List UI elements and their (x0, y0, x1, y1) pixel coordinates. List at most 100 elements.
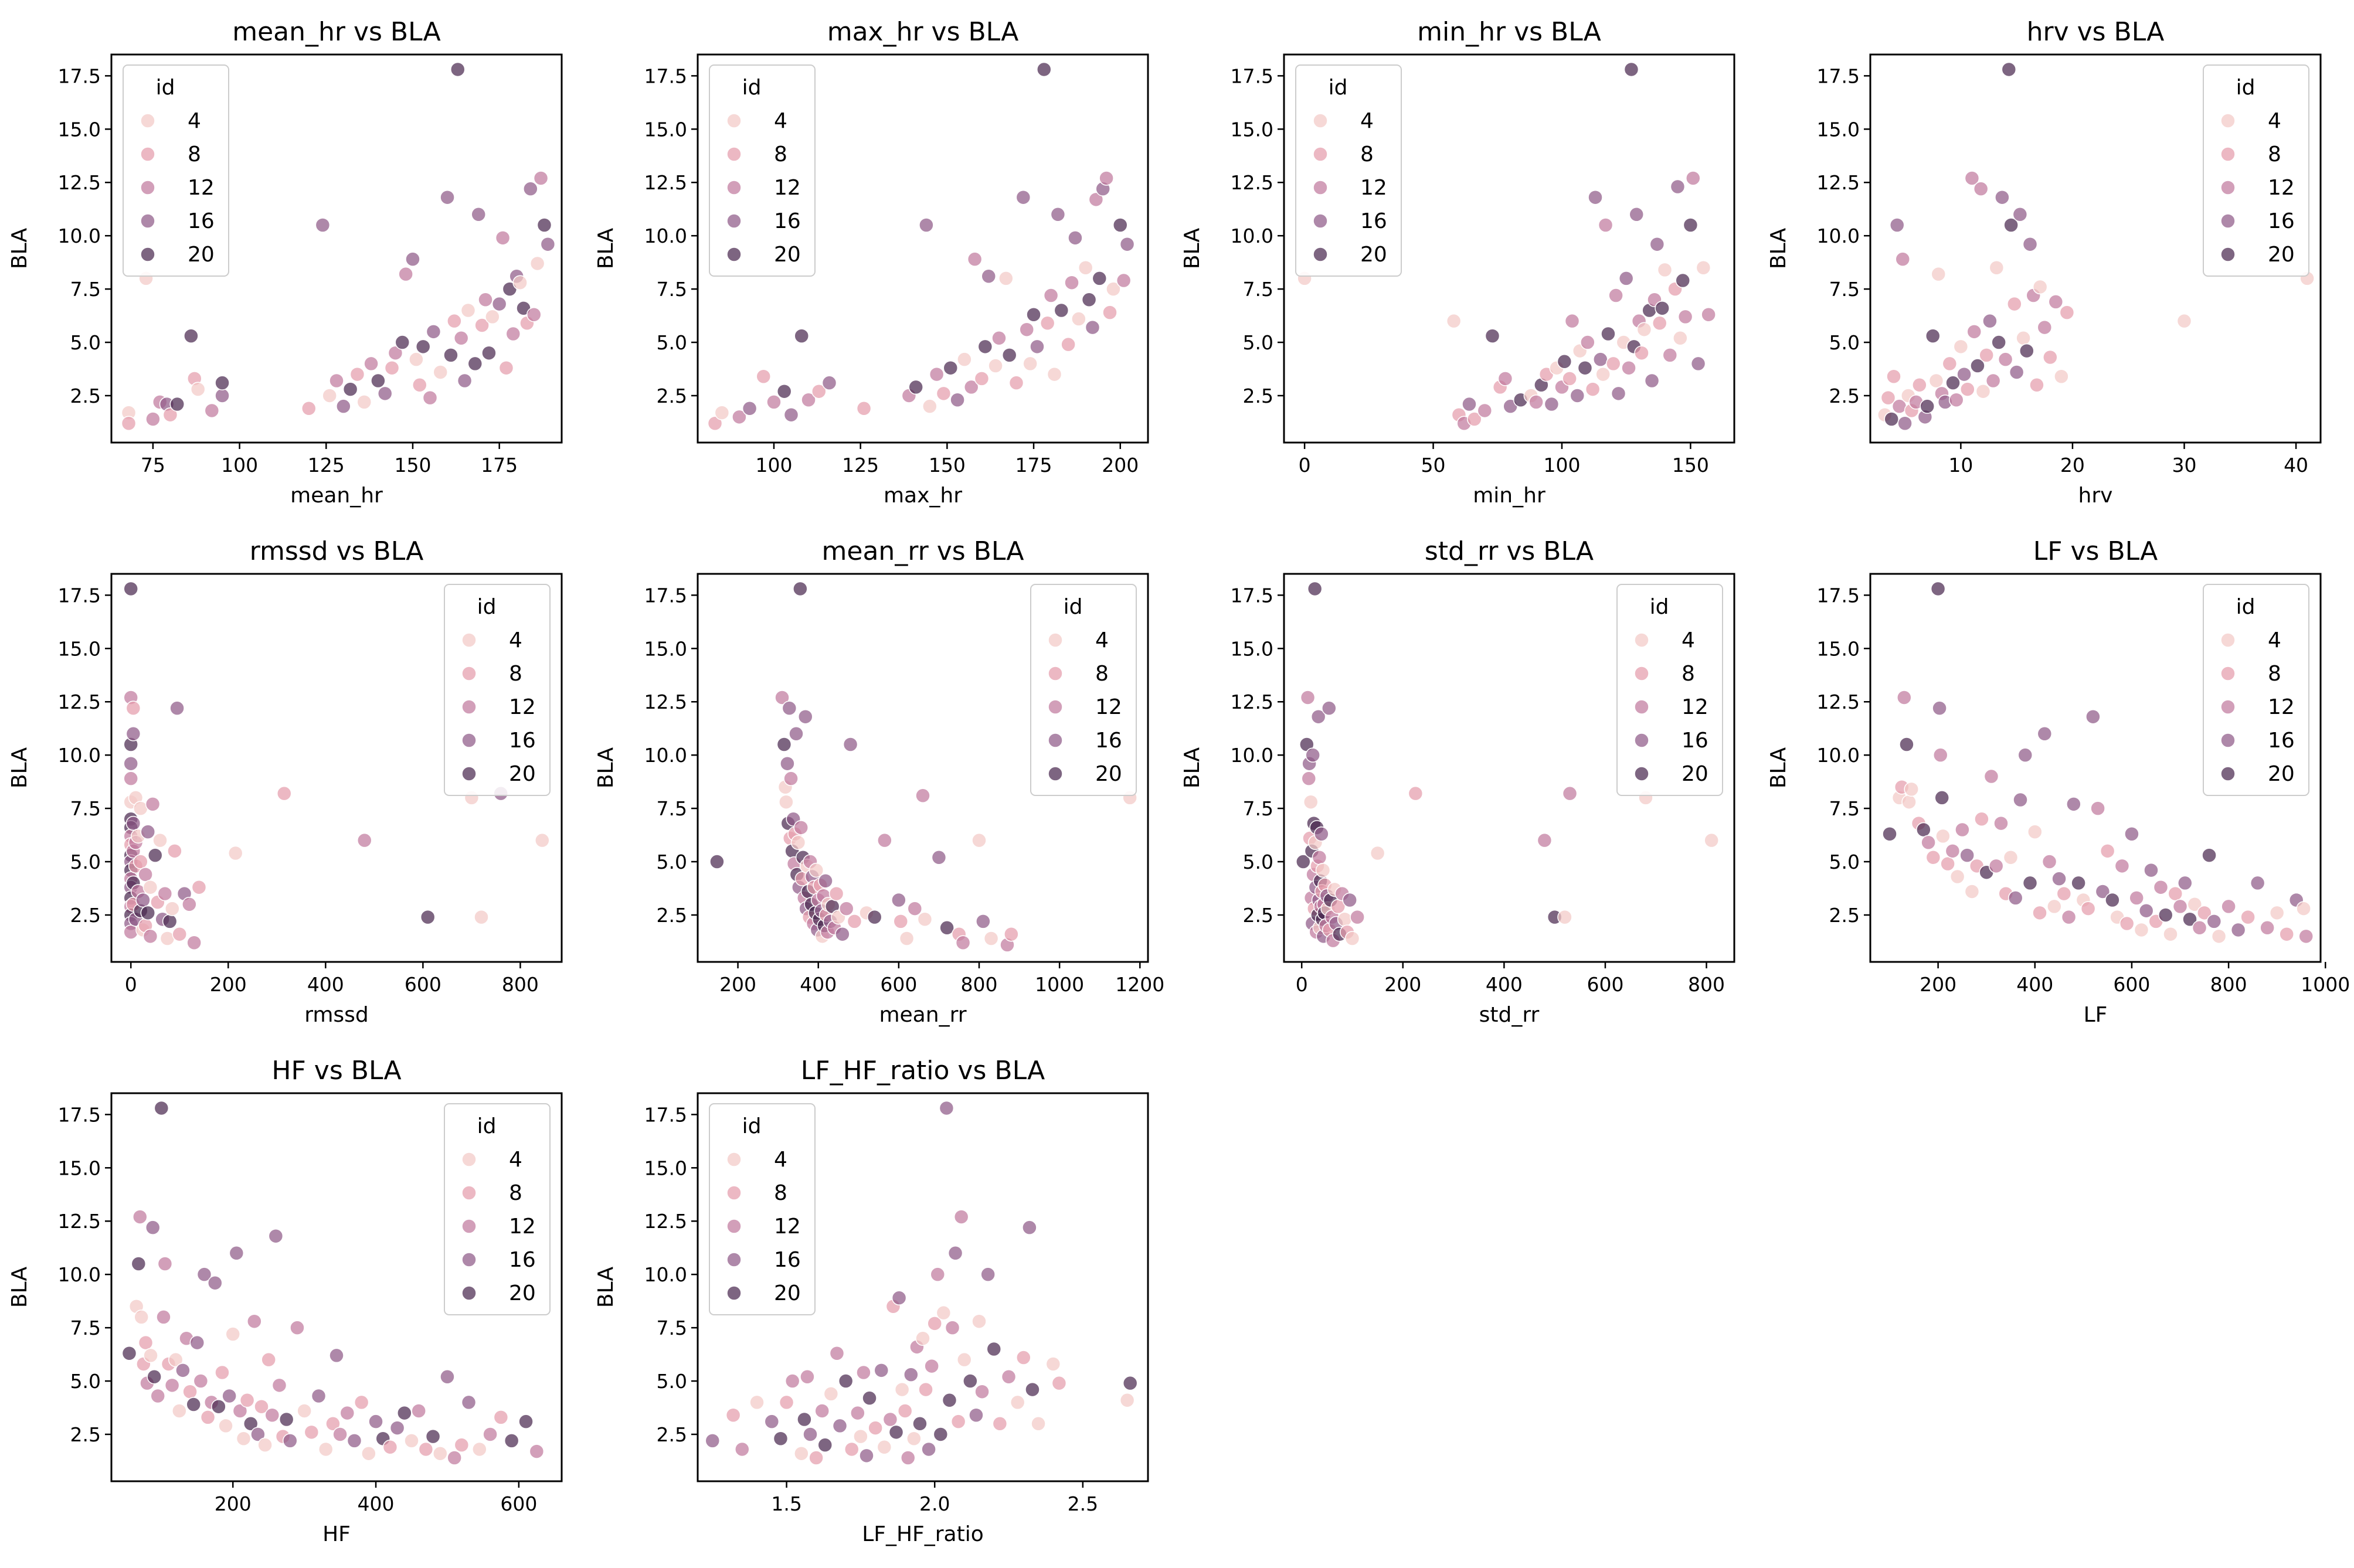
data-point (955, 935, 971, 951)
data-point (749, 1394, 765, 1410)
legend-marker (1634, 699, 1649, 715)
legend-marker (1313, 180, 1328, 195)
data-point (200, 1410, 216, 1425)
data-point (794, 1445, 809, 1461)
legend-marker (461, 733, 477, 748)
data-point (1673, 331, 1688, 346)
data-point (1061, 336, 1076, 352)
data-point (191, 879, 207, 895)
data-point (832, 1418, 848, 1434)
data-point (440, 1369, 455, 1385)
data-point (1312, 850, 1327, 865)
data-point (472, 1441, 487, 1457)
data-point (956, 1352, 972, 1368)
data-point (1322, 700, 1337, 716)
x-tick-label: 30 (2172, 454, 2197, 477)
data-point (1004, 926, 1019, 942)
data-point (950, 392, 965, 408)
legend-label: 4 (2268, 628, 2281, 652)
y-tick-label: 12.5 (1817, 691, 1860, 713)
legend-label: 4 (509, 628, 522, 652)
data-point (1985, 373, 2001, 389)
data-point (1088, 192, 1104, 208)
legend-marker (461, 1185, 477, 1200)
data-point (793, 820, 809, 835)
legend-label: 16 (1360, 209, 1387, 233)
data-point (921, 1441, 936, 1457)
data-point (1016, 1350, 1031, 1365)
data-point (211, 1399, 226, 1414)
data-point (1544, 396, 1560, 412)
data-point (1964, 171, 1980, 186)
y-tick-label: 7.5 (657, 797, 687, 820)
data-point (779, 1394, 794, 1410)
data-point (2211, 928, 2227, 944)
data-point (471, 207, 486, 222)
y-tick-label: 7.5 (1243, 797, 1273, 820)
y-axis-label: BLA (8, 1267, 32, 1308)
legend-label: 8 (1095, 662, 1109, 686)
data-point (2007, 296, 2022, 312)
legend-title: id (477, 595, 497, 619)
data-point (853, 1428, 868, 1444)
data-point (121, 1346, 137, 1361)
data-point (138, 867, 153, 882)
legend-marker (140, 147, 155, 162)
data-point (801, 392, 816, 408)
data-point (450, 62, 466, 77)
data-point (1081, 292, 1097, 308)
data-point (780, 756, 795, 771)
x-tick-label: 0 (1296, 973, 1308, 996)
x-tick-label: 800 (502, 973, 539, 996)
data-point (222, 1388, 237, 1404)
chart-title: LF_HF_ratio vs BLA (801, 1056, 1045, 1086)
data-point (998, 271, 1014, 286)
data-point (924, 1358, 939, 1374)
data-point (936, 1305, 952, 1321)
data-point (1064, 275, 1079, 290)
legend-label: 20 (2268, 762, 2295, 786)
data-point (779, 794, 794, 809)
data-point (535, 832, 550, 848)
x-axis-label: hrv (2078, 484, 2113, 508)
x-tick-label: 600 (2113, 973, 2150, 996)
data-point (140, 824, 156, 839)
data-point (1050, 207, 1066, 222)
data-point (165, 901, 180, 916)
data-point (162, 407, 178, 423)
data-point (918, 1382, 933, 1397)
y-tick-label: 10.0 (1231, 744, 1273, 767)
data-point (1882, 826, 1897, 842)
data-point (485, 309, 500, 325)
data-point (1315, 862, 1331, 878)
data-point (404, 1433, 419, 1448)
y-tick-label: 2.5 (1243, 385, 1273, 407)
data-point (409, 352, 424, 367)
legend-marker (140, 247, 155, 262)
legend-marker (726, 247, 742, 262)
legend-marker (461, 699, 477, 715)
data-point (481, 345, 497, 360)
legend-marker (2220, 113, 2236, 128)
y-tick-label: 17.5 (1817, 584, 1860, 607)
data-point (950, 1414, 966, 1429)
x-tick-label: 20 (2060, 454, 2085, 477)
x-tick-label: 200 (1384, 973, 1421, 996)
legend-label: 4 (2268, 109, 2281, 133)
data-point (891, 1290, 907, 1305)
data-point (142, 928, 158, 944)
data-point (843, 737, 858, 752)
data-point (225, 1326, 240, 1342)
x-tick-label: 150 (929, 454, 966, 477)
data-point (145, 1220, 161, 1235)
data-point (2054, 369, 2069, 384)
data-point (798, 709, 813, 725)
data-point (1988, 858, 2004, 874)
data-point (1655, 301, 1670, 316)
x-axis-label: mean_hr (290, 484, 383, 508)
data-point (2007, 890, 2023, 906)
legend-label: 12 (1095, 695, 1122, 719)
data-point (329, 1348, 344, 1363)
chart-title: HF vs BLA (271, 1056, 401, 1086)
